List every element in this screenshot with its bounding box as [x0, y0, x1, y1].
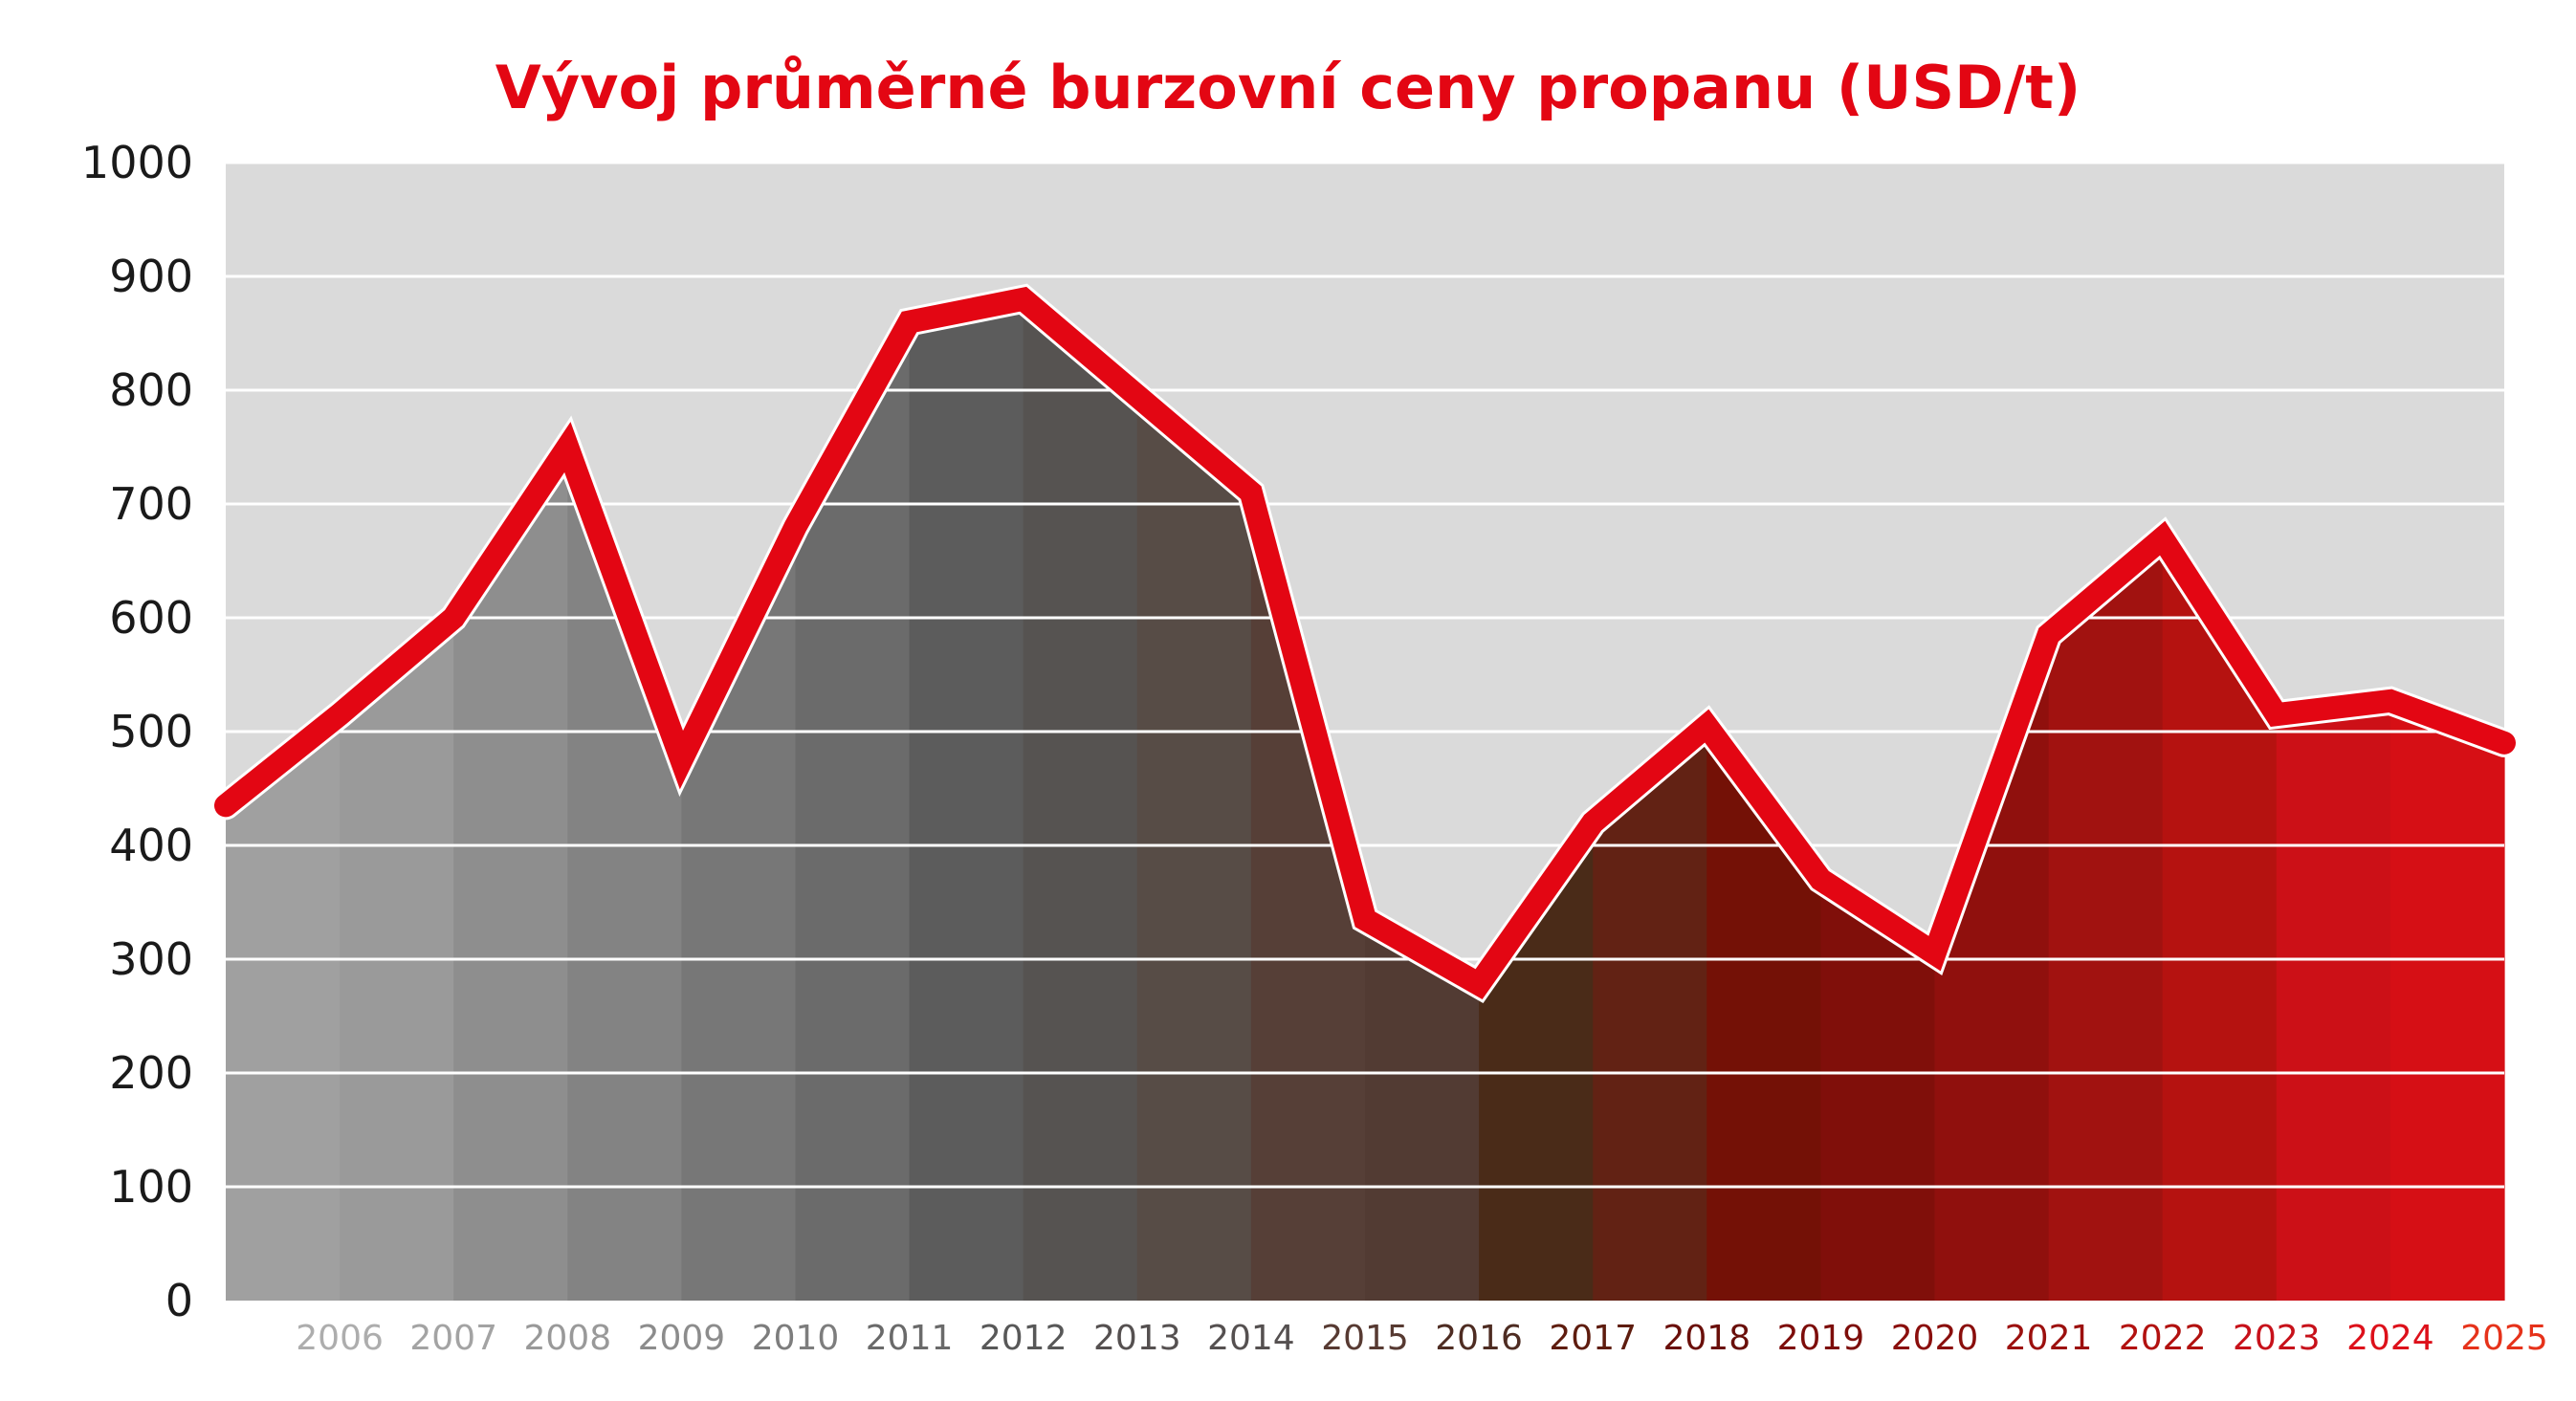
area-band: [2162, 537, 2278, 1301]
area-band: [1365, 919, 1480, 1301]
x-tick-label: 2012: [980, 1319, 1068, 1358]
area-band: [1250, 493, 1366, 1301]
area-band: [2276, 700, 2391, 1301]
data-point: [2162, 537, 2164, 539]
data-point: [1592, 821, 1594, 823]
y-tick-label: 600: [109, 592, 193, 644]
data-point: [452, 617, 454, 619]
area-bands: [226, 298, 2505, 1302]
data-point: [909, 321, 911, 323]
area-band: [1136, 395, 1252, 1301]
x-tick-label: 2023: [2233, 1319, 2321, 1358]
x-tick-label: 2025: [2460, 1319, 2548, 1358]
area-band: [1479, 822, 1594, 1301]
y-tick-label: 0: [165, 1275, 193, 1326]
x-tick-label: 2008: [523, 1319, 611, 1358]
price-line-series: [214, 286, 2516, 1000]
x-tick-label: 2009: [638, 1319, 726, 1358]
gridlines: [226, 161, 2504, 1189]
y-axis-ticks: 0 100 200 300 400 500 600 700 800 900 1000: [81, 137, 193, 1326]
area-band: [909, 298, 1024, 1301]
y-tick-label: 1000: [81, 137, 193, 188]
x-tick-label: 2013: [1093, 1319, 1181, 1358]
data-point: [2048, 634, 2050, 636]
y-tick-label: 800: [109, 364, 193, 416]
x-tick-label: 2006: [296, 1319, 384, 1358]
x-tick-label: 2018: [1662, 1319, 1750, 1358]
y-tick-label: 400: [109, 820, 193, 871]
data-point: [1250, 492, 1252, 493]
area-band: [1934, 634, 2050, 1301]
area-band: [1820, 879, 1936, 1301]
x-tick-label: 2019: [1777, 1319, 1865, 1358]
data-point: [795, 526, 797, 528]
data-point: [1819, 879, 1821, 881]
data-point: [1934, 952, 1936, 954]
area-band: [453, 447, 568, 1301]
area-band: [1023, 298, 1138, 1301]
y-tick-label: 700: [109, 478, 193, 530]
data-point: [1478, 983, 1480, 985]
x-axis-ticks: 2006 2007 2008 2009 2010 2011 2012 2013 2014 2015…: [296, 1319, 2548, 1358]
x-tick-label: 2022: [2119, 1319, 2207, 1358]
area-band: [567, 447, 682, 1301]
x-tick-label: 2015: [1321, 1319, 1409, 1358]
price-line: [211, 283, 2519, 1003]
y-tick-label: 500: [109, 706, 193, 757]
y-tick-label: 100: [109, 1161, 193, 1213]
area-band: [1706, 726, 1821, 1301]
chart-title: Vývoj průměrné burzovní ceny propanu (US…: [495, 53, 2081, 122]
data-point: [1136, 395, 1138, 397]
x-tick-label: 2016: [1435, 1319, 1523, 1358]
data-point: [1364, 918, 1366, 920]
x-tick-label: 2020: [1891, 1319, 1979, 1358]
y-tick-label: 200: [109, 1047, 193, 1099]
data-point: [2503, 742, 2505, 744]
x-tick-label: 2014: [1207, 1319, 1295, 1358]
data-point: [1706, 725, 1707, 727]
y-tick-label: 900: [109, 251, 193, 302]
y-tick-label: 300: [109, 933, 193, 985]
x-tick-label: 2007: [409, 1319, 497, 1358]
data-point: [1023, 298, 1024, 300]
data-point: [225, 804, 227, 806]
x-tick-label: 2010: [752, 1319, 840, 1358]
x-tick-label: 2021: [2005, 1319, 2093, 1358]
data-point: [566, 447, 568, 449]
data-point: [339, 713, 341, 715]
area-band: [2048, 537, 2164, 1301]
data-point: [2276, 713, 2278, 715]
data-point: [680, 759, 682, 761]
x-tick-label: 2011: [866, 1319, 954, 1358]
data-point: [2389, 700, 2391, 702]
x-tick-label: 2017: [1549, 1319, 1637, 1358]
area-band: [795, 321, 911, 1302]
area-band: [1593, 726, 1707, 1301]
area-band: [2389, 700, 2505, 1301]
x-tick-label: 2024: [2346, 1319, 2434, 1358]
area-band: [226, 714, 341, 1301]
